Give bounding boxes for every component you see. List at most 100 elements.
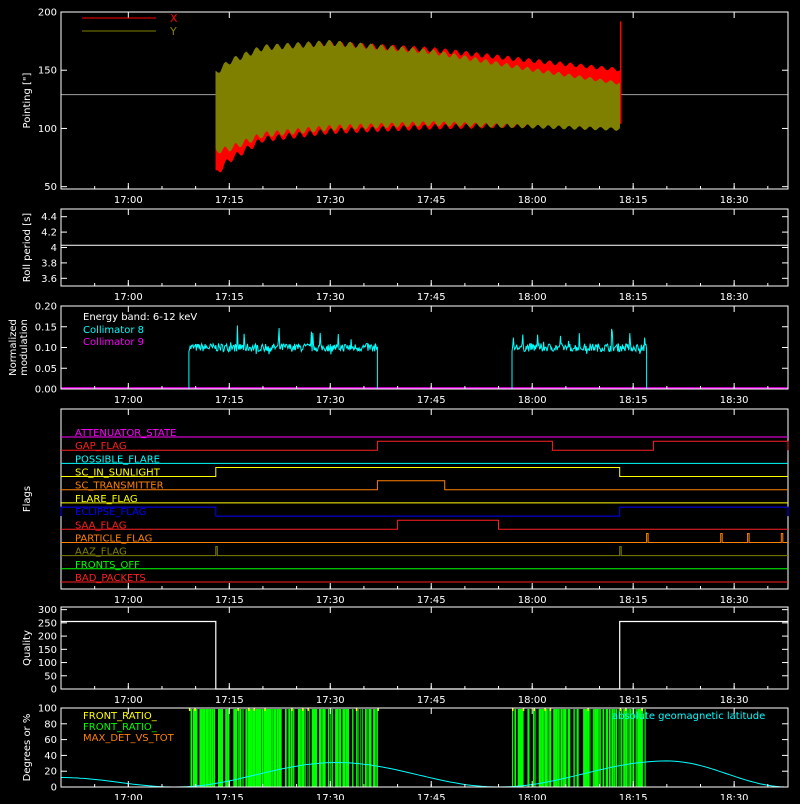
front-ratio-bar: [529, 709, 530, 787]
x-tick-label: 17:15: [215, 292, 244, 303]
front-ratio-bar: [345, 709, 347, 787]
front-ratio-bar: [260, 709, 262, 787]
geomagnetic-latitude-line: [61, 760, 789, 788]
flag-trace: [61, 519, 788, 530]
front-ratio-bar: [623, 709, 625, 787]
front-ratio-bar: [275, 709, 277, 787]
x-tick-label: 18:15: [619, 695, 648, 706]
front-ratio-bar: [245, 709, 248, 787]
flag-label: SAA_FLAG: [75, 520, 126, 531]
x-tick-label: 17:30: [316, 793, 345, 800]
front-ratio-bar: [313, 709, 315, 787]
x-tick-label: 17:00: [114, 395, 143, 406]
front-ratio-bar: [254, 709, 256, 787]
front-ratio-bar: [262, 709, 264, 787]
y-tick-label: 50: [44, 671, 57, 682]
legend-label: FRONT_RATIO_: [83, 711, 158, 722]
front-ratio-bar: [573, 709, 575, 787]
y-axis-label: Degrees or %: [22, 714, 33, 782]
front-ratio-bar: [344, 709, 346, 787]
x-tick-label: 17:30: [316, 195, 345, 206]
front-ratio-bar: [625, 709, 628, 787]
front-ratio-bar: [549, 709, 551, 787]
y-tick-label: 0.00: [35, 385, 57, 396]
front-ratio-mark: [512, 708, 514, 711]
x-tick-label: 18:30: [720, 292, 749, 303]
front-ratio-bar: [613, 709, 615, 787]
front-ratio-bar: [192, 709, 195, 787]
flag-trace: [61, 440, 789, 451]
y-axis-label: Pointing ["]: [22, 72, 33, 128]
front-ratio-bar: [542, 709, 544, 787]
quality-panel: 0 50 100 150 200 250 300 17:00 17:15 17:30 17:45 18…: [22, 605, 789, 706]
front-ratio-bar: [340, 709, 342, 787]
y-axis-label: Quality: [22, 630, 33, 666]
front-ratio-bar: [361, 709, 363, 787]
front-ratio-bar: [352, 709, 353, 787]
front-ratio-bar: [633, 709, 635, 787]
front-ratio-mark: [377, 708, 379, 711]
front-ratio-bar: [202, 709, 204, 787]
y-tick-label: 300: [38, 605, 57, 616]
front-ratio-bar: [376, 709, 378, 787]
modulation-panel: 0.00 0.05 0.10 0.15 0.20 17:00 17:15 17:30 17:45…: [8, 302, 789, 406]
front-ratio-bar: [558, 709, 560, 787]
front-ratio-bar: [226, 709, 228, 787]
series-y-envelope: [215, 40, 620, 154]
roll-period-panel: 3.6 3.8 4 4.2 4.4 17:00 17:15 17:30 17:45 18:00 18…: [22, 208, 789, 303]
front-ratio-bar: [539, 709, 541, 787]
front-ratio-bar: [369, 709, 371, 787]
front-ratio-bar: [212, 709, 213, 787]
front-ratio-mark: [264, 708, 266, 711]
y-tick-label: 0.20: [35, 302, 57, 313]
front-ratio-bar: [554, 709, 556, 787]
x-tick-label: 17:45: [417, 793, 446, 800]
flag-trace: [60, 506, 789, 517]
flag-trace: [61, 533, 788, 543]
front-ratio-bar: [330, 709, 332, 787]
front-ratio-bar: [615, 709, 617, 787]
front-ratio-bar: [346, 709, 348, 787]
front-ratio-bar: [205, 709, 208, 787]
x-tick-label: 17:00: [114, 793, 143, 800]
front-ratio-bar: [593, 709, 595, 787]
front-ratio-bar: [548, 709, 550, 787]
front-ratio-mark: [641, 708, 643, 711]
front-ratio-bar: [203, 709, 206, 787]
x-tick-label: 18:15: [619, 595, 648, 606]
front-ratio-mark: [549, 708, 552, 711]
front-ratio-bar: [285, 709, 286, 787]
collimator-8-segment: [188, 325, 378, 389]
energy-band-annotation: Energy band: 6-12 keV: [83, 312, 197, 323]
front-ratio-bar: [560, 709, 563, 787]
front-ratio-mark: [188, 708, 191, 711]
front-ratio-bar: [288, 709, 291, 787]
front-ratio-bar: [638, 709, 641, 787]
front-ratio-bar: [574, 709, 576, 787]
front-ratio-bar: [370, 709, 372, 787]
y-tick-label: 100: [38, 124, 57, 135]
front-ratio-bar: [637, 709, 638, 787]
front-ratio-bar: [627, 709, 629, 787]
y-tick-label: 50: [44, 182, 57, 193]
degrees-panel: 0 20 40 60 80 100 17:00 17:15 17:30 17:45 18:00 18:…: [22, 704, 789, 804]
front-ratio-bar: [276, 709, 279, 787]
flag-label: FRONTS_OFF: [75, 560, 140, 571]
y-axis-label: Roll period [s]: [22, 213, 33, 282]
front-ratio-bar: [514, 709, 516, 787]
front-ratio-bar: [360, 709, 361, 787]
front-ratio-bar: [233, 709, 235, 787]
legend-label: FRONT_RATIO_: [83, 722, 158, 733]
collimator-8-segment: [511, 328, 648, 389]
x-tick-label: 17:15: [215, 395, 244, 406]
front-ratio-bar: [305, 709, 306, 787]
x-tick-label: 17:45: [417, 595, 446, 606]
x-tick-label: 18:00: [518, 595, 547, 606]
x-tick-label: 18:00: [518, 793, 547, 800]
front-ratio-bar: [550, 709, 552, 787]
front-ratio-bar: [356, 709, 358, 787]
front-ratio-bar: [621, 709, 622, 787]
front-ratio-bar: [553, 709, 555, 787]
x-tick-label: 17:45: [417, 395, 446, 406]
